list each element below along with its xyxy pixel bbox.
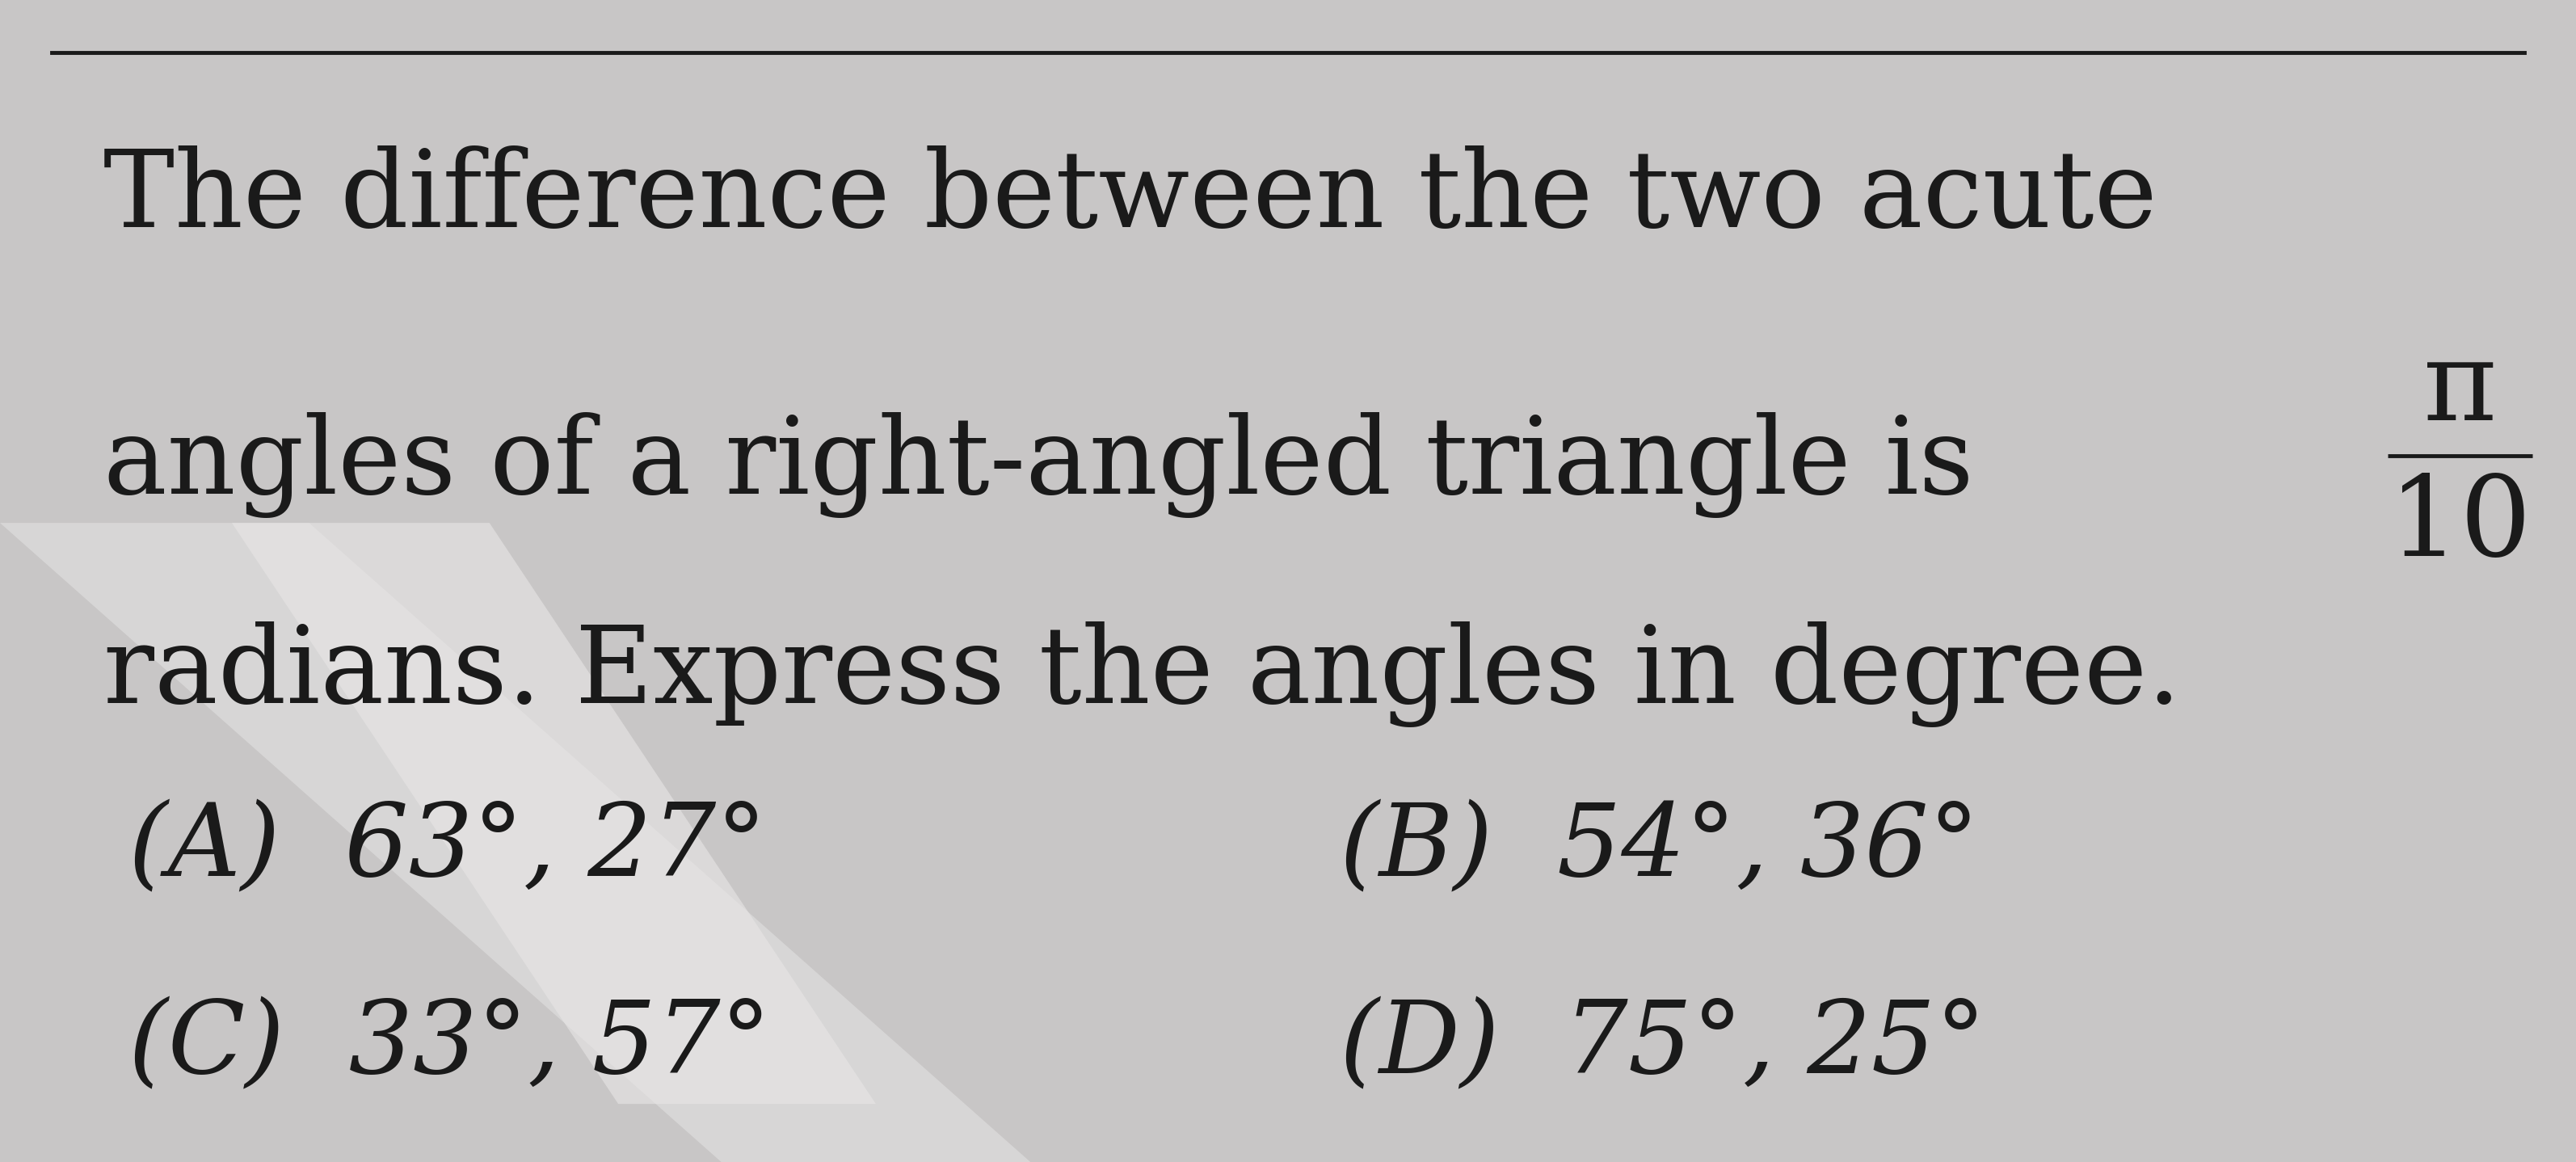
Text: The difference between the two acute: The difference between the two acute xyxy=(103,145,2156,250)
Text: (B)  54°, 36°: (B) 54°, 36° xyxy=(1340,799,1978,897)
Polygon shape xyxy=(0,523,1030,1162)
Text: radians. Express the angles in degree.: radians. Express the angles in degree. xyxy=(103,621,2182,727)
Text: π: π xyxy=(2424,335,2496,444)
Polygon shape xyxy=(232,523,876,1104)
Text: (C)  33°, 57°: (C) 33°, 57° xyxy=(129,997,770,1095)
Text: 10: 10 xyxy=(2388,471,2532,580)
Text: (A)  63°, 27°: (A) 63°, 27° xyxy=(129,799,768,897)
Text: (D)  75°, 25°: (D) 75°, 25° xyxy=(1340,997,1986,1095)
Text: angles of a right-angled triangle is: angles of a right-angled triangle is xyxy=(103,411,1973,518)
